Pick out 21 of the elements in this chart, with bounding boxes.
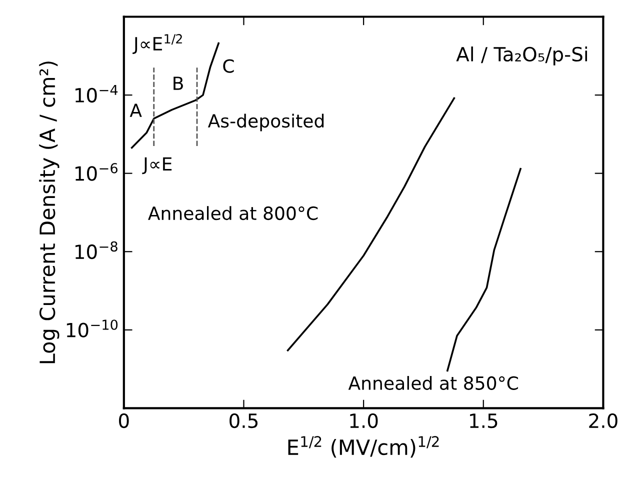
- y-tick-label: 10$^{−10}$: [66, 320, 118, 338]
- y-axis-title: Log Current Density (A / cm²): [39, 62, 60, 364]
- annotation: A: [130, 104, 142, 117]
- y-tick-label: 10$^{−4}$: [75, 84, 118, 103]
- x-tick-label: 0: [119, 413, 129, 428]
- x-tick-label: 0.5: [230, 413, 258, 428]
- x-tick-label: 1.0: [350, 413, 378, 428]
- text: Al / Ta₂O₅/p-Si: [456, 46, 588, 66]
- annotation: As-deposited: [208, 114, 324, 132]
- y-tick-label: 10$^{−8}$: [75, 241, 118, 260]
- annotation: B: [174, 76, 183, 90]
- x-tick-label: 2.0: [589, 413, 618, 428]
- annotation: Annealed at 800°C: [148, 206, 318, 220]
- annotation: Annealed at 850°C: [348, 376, 518, 390]
- y-tick-label: 10$^{−6}$: [75, 163, 118, 181]
- annotation: J∝E$^{1/2}$: [132, 34, 182, 54]
- annotation: C: [223, 59, 234, 73]
- x-axis-title: E$^{1/2}$ (MV/cm)$^{1/2}$: [288, 436, 439, 458]
- line-series: [446, 168, 522, 372]
- annotation: J∝E: [142, 157, 172, 174]
- x-tick-label: 1.5: [470, 414, 498, 428]
